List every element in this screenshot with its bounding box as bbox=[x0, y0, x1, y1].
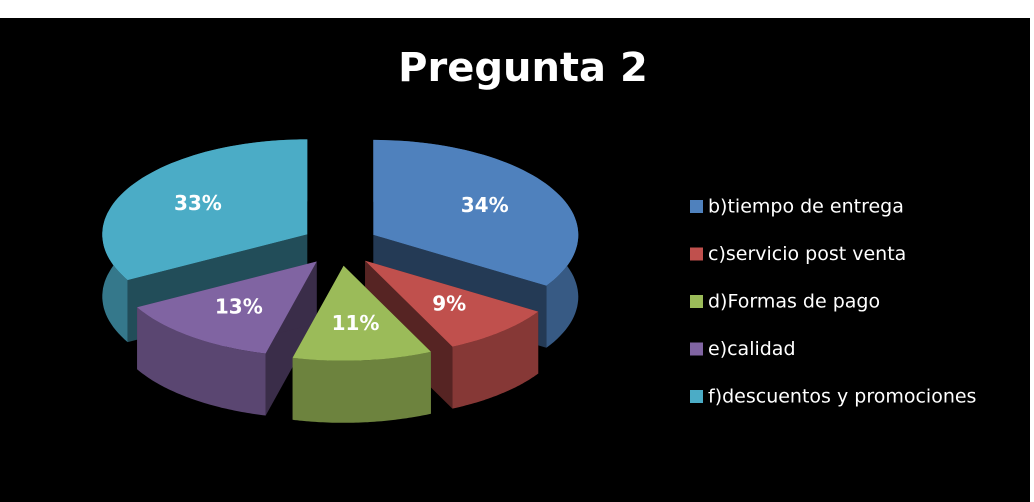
legend-swatch bbox=[690, 390, 703, 403]
slice-side bbox=[137, 307, 266, 416]
slice-top bbox=[373, 139, 579, 286]
legend-label: c)servicio post venta bbox=[708, 243, 906, 265]
legend-label: e)calidad bbox=[708, 338, 796, 360]
chart-title: Pregunta 2 bbox=[398, 45, 648, 91]
data-label: 33% bbox=[174, 191, 222, 215]
legend-swatch bbox=[690, 295, 703, 308]
data-label: 9% bbox=[432, 291, 466, 315]
slice-side bbox=[292, 351, 431, 423]
data-label: 34% bbox=[461, 193, 509, 217]
pie-slice bbox=[365, 260, 539, 409]
legend-swatch bbox=[690, 342, 703, 356]
legend-label: d)Formas de pago bbox=[708, 291, 880, 313]
slice-top bbox=[137, 261, 317, 354]
data-label: 13% bbox=[215, 295, 263, 319]
legend-label: b)tiempo de entrega bbox=[708, 196, 904, 218]
slice-top bbox=[102, 139, 308, 281]
slice-top bbox=[365, 260, 539, 347]
pie-slice bbox=[292, 265, 431, 423]
pie-slice bbox=[137, 261, 317, 416]
legend-swatch bbox=[690, 247, 703, 261]
legend-label: f)descuentos y promociones bbox=[708, 386, 976, 408]
data-label: 11% bbox=[332, 311, 380, 335]
slice-side bbox=[452, 311, 539, 409]
legend-swatch bbox=[690, 200, 703, 213]
slice-top bbox=[292, 265, 431, 361]
